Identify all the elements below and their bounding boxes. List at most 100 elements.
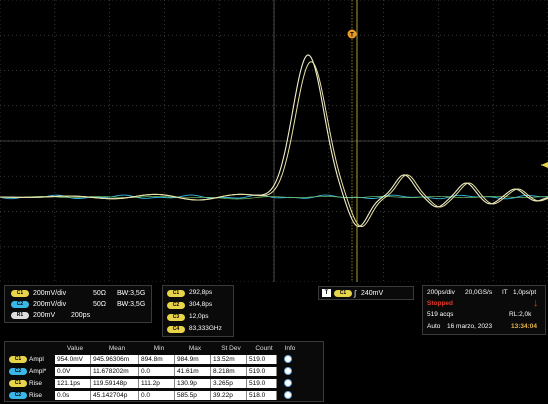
measurement-stdev: 39.22p: [211, 390, 247, 400]
trigger-panel[interactable]: T C1 ∫ 240mV: [318, 286, 414, 300]
info-icon[interactable]: [277, 379, 299, 387]
trigger-mode: Auto: [427, 323, 441, 330]
trigger-badge: T: [322, 289, 331, 297]
header-info: Info: [284, 344, 296, 352]
info-icon[interactable]: [277, 367, 299, 375]
svg-text:T: T: [350, 33, 354, 39]
measurement-name: Rise: [29, 391, 43, 399]
measurement-count: 519.0: [247, 366, 277, 376]
measurement-name: Rise: [29, 379, 43, 387]
record-length: RL:2,0k: [509, 311, 532, 318]
date: 16 marzo, 2023: [447, 323, 493, 330]
readout-value: 83,333GHz: [189, 325, 222, 332]
waveforms: [0, 54, 548, 228]
trigger-slope-icon: ∫: [354, 289, 357, 298]
cursor-readout-3[interactable]: C3 12,0ps: [139, 312, 255, 322]
measurement-max: 984.9m: [175, 354, 211, 364]
channel-scale: 200mV/div: [33, 301, 67, 308]
info-icon[interactable]: [277, 355, 299, 363]
cursor-readout-2[interactable]: C2 304,8ps: [139, 300, 255, 310]
stopped-arrow-icon: ↓: [533, 297, 539, 309]
cursor-readout-4[interactable]: C4 83,333GHz: [139, 324, 255, 334]
measurement-max: 41.61m: [175, 366, 211, 376]
channel-badge: C2: [11, 301, 29, 308]
header-count: Count: [255, 344, 273, 352]
measurement-value: 954.0mV: [55, 354, 91, 364]
acq-state: Stopped: [427, 300, 453, 307]
channel-impedance: 50Ω: [93, 290, 107, 297]
channel-row-c2[interactable]: C2 200mV/div 50Ω B̵W:3,5G: [11, 300, 145, 309]
header-max: Max: [188, 344, 202, 352]
measurement-value: 121.1ps: [55, 378, 91, 388]
resolution: 1,0ps/pt: [513, 289, 537, 296]
measurement-row[interactable]: C2 Rise 0.0s 45.142704p 0.0 585.5p 39.22p 518.0: [5, 390, 299, 400]
channel-row-c1[interactable]: C1 200mV/div 50Ω B̵W:3,5G: [11, 289, 145, 298]
acq-count: 519 acqs: [427, 311, 454, 318]
channel-timebase: 200ps: [71, 312, 91, 319]
measurement-mean: 119.59148p: [91, 378, 139, 388]
measurement-min: 0.0: [139, 366, 175, 376]
measurement-mean: 45.142704p: [91, 390, 139, 400]
measurement-stdev: 13.52m: [211, 354, 247, 364]
measurement-source-badge: C1: [9, 355, 27, 363]
header-stdev: St Dev: [221, 344, 241, 352]
channel-impedance: 50Ω: [93, 301, 107, 308]
trigger-level: 240mV: [361, 290, 384, 297]
header-min: Min: [153, 344, 165, 352]
measurements-table[interactable]: Value Mean Min Max St Dev Count Info C1 A…: [4, 341, 324, 402]
measurement-min: 894.8m: [139, 354, 175, 364]
trigger-position-marker[interactable]: T: [347, 29, 357, 39]
measurements-header: Value Mean Min Max St Dev Count Info: [5, 343, 301, 353]
measurement-row[interactable]: C1 Ampl 954.0mV 945.96306m 894.8m 984.9m 13.52…: [5, 354, 299, 364]
measurement-stdev: 3.265p: [211, 378, 247, 388]
measurement-source-badge: C2: [9, 367, 27, 375]
channel-settings-panel: C1 200mV/div 50Ω B̵W:3,5G C2 200mV/div 5…: [4, 285, 152, 323]
waveform-display[interactable]: T: [0, 0, 548, 282]
header-value: Value: [66, 344, 84, 352]
time: 13:34:04: [511, 323, 538, 330]
info-icon[interactable]: [277, 391, 299, 399]
readout-value: 12,0ps: [189, 313, 209, 320]
cursor-readout-panel: C1 292,8ps C2 304,8ps C3 12,0ps C4 83,33…: [162, 285, 234, 337]
channel-badge: R1: [11, 312, 29, 319]
cursor-readout-1[interactable]: C1 292,8ps: [139, 288, 255, 298]
channel-bandwidth: B̵W:3,5G: [117, 290, 146, 297]
measurement-mean: 11.678202m: [91, 366, 139, 376]
measurement-count: 519.0: [247, 378, 277, 388]
channel-badge: C1: [11, 290, 29, 297]
measurement-count: 518.0: [247, 390, 277, 400]
timebase: 200ps/div: [427, 289, 455, 296]
channel-scale: 200mV/div: [33, 290, 67, 297]
header-mean: Mean: [108, 344, 126, 352]
readout-badge: C4: [167, 325, 185, 333]
measurement-row[interactable]: C2 Ampl* 0.0V 11.678202m 0.0 41.61m 8.218m 519.…: [5, 366, 299, 376]
channel-row-r1[interactable]: R1 200mV 200ps: [11, 311, 90, 320]
channel-bandwidth: B̵W:3,5G: [117, 301, 146, 308]
readout-badge: C2: [167, 301, 185, 309]
measurement-value: 0.0s: [55, 390, 91, 400]
measurement-name: Ampl*: [29, 367, 47, 375]
channel-scale: 200mV: [33, 312, 56, 319]
measurement-min: 0.0: [139, 390, 175, 400]
readout-value: 292,8ps: [189, 289, 213, 296]
measurement-source-badge: C2: [9, 391, 27, 399]
sample-rate: 20,0GS/s: [465, 289, 493, 296]
acq-mode: IT: [502, 289, 508, 296]
readout-badge: C1: [167, 289, 185, 297]
measurement-value: 0.0V: [55, 366, 91, 376]
measurement-source-badge: C1: [9, 379, 27, 387]
readout-badge: C3: [167, 313, 185, 321]
graticule-svg: T: [0, 0, 548, 282]
measurement-mean: 945.96306m: [91, 354, 139, 364]
measurement-max: 130.9p: [175, 378, 211, 388]
measurement-min: 111.2p: [139, 378, 175, 388]
measurement-name: Ampl: [29, 355, 44, 363]
measurement-count: 519.0: [247, 354, 277, 364]
measurement-max: 585.5p: [175, 390, 211, 400]
trigger-source-badge: C1: [334, 290, 352, 297]
measurement-stdev: 8.218m: [211, 366, 247, 376]
acquisition-panel[interactable]: 200ps/div 20,0GS/s IT 1,0ps/pt Stopped ↓…: [422, 285, 546, 335]
measurement-row[interactable]: C1 Rise 121.1ps 119.59148p 111.2p 130.9p 3.265…: [5, 378, 299, 388]
graticule-grid: [0, 0, 548, 282]
readout-value: 304,8ps: [189, 301, 213, 308]
